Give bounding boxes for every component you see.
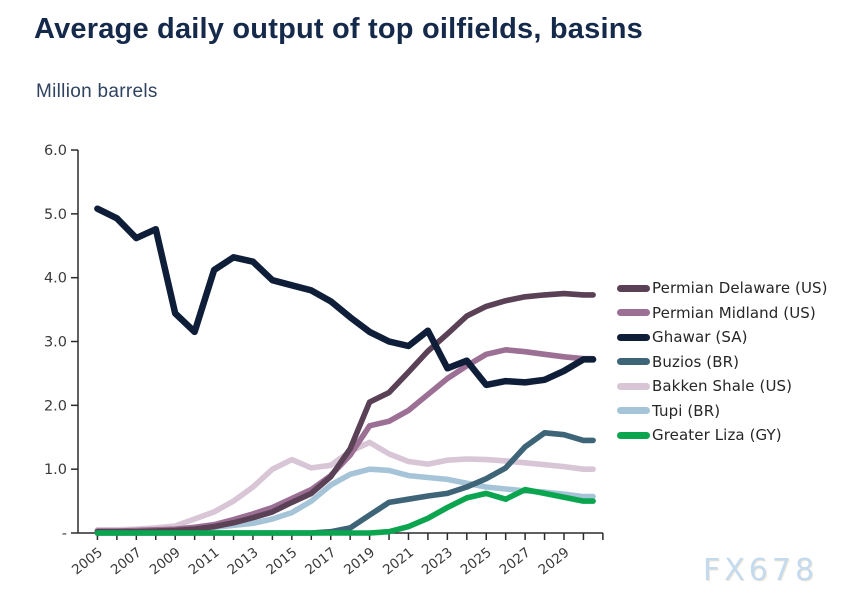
y-tick-label: - <box>62 526 67 542</box>
legend-item: Bakken Shale (US) <box>617 374 828 399</box>
series-line-greater-liza-gy <box>94 486 596 536</box>
chart-legend: Permian Delaware (US) Permian Midland (US… <box>617 276 828 448</box>
x-tick-label: 2011 <box>186 545 223 579</box>
x-tick-label: 2021 <box>380 545 417 579</box>
legend-label: Bakken Shale (US) <box>652 377 793 396</box>
legend-item: Permian Delaware (US) <box>617 276 828 301</box>
x-tick-label: 2017 <box>302 545 339 579</box>
series-line-permian-delaware-us <box>94 290 596 535</box>
y-tick-label: 1.0 <box>44 462 67 478</box>
y-tick-label: 3.0 <box>44 335 67 351</box>
legend-swatch <box>617 407 650 415</box>
legend-label: Greater Liza (GY) <box>652 426 782 445</box>
series-line-tupi-br <box>94 466 596 535</box>
legend-swatch <box>617 284 650 292</box>
legend-swatch <box>617 358 650 366</box>
legend-label: Tupi (BR) <box>652 401 721 420</box>
legend-label: Buzios (BR) <box>652 352 740 371</box>
legend-item: Tupi (BR) <box>617 399 828 424</box>
x-tick-label: 2015 <box>263 545 300 579</box>
legend-swatch <box>617 309 650 317</box>
x-tick-label: 2007 <box>108 545 145 579</box>
legend-item: Ghawar (SA) <box>617 325 828 350</box>
legend-label: Permian Delaware (US) <box>652 279 828 298</box>
legend-label: Permian Midland (US) <box>652 303 816 322</box>
x-tick-label: 2029 <box>536 545 573 579</box>
watermark: FX678 <box>703 553 819 588</box>
legend-item: Greater Liza (GY) <box>617 423 828 448</box>
x-tick-label: 2013 <box>224 545 261 579</box>
chart-units-subtitle: Million barrels <box>36 81 158 102</box>
legend-swatch <box>617 382 650 390</box>
legend-swatch <box>617 431 650 439</box>
legend-swatch <box>617 333 650 341</box>
x-tick-label: 2009 <box>147 545 184 579</box>
legend-label: Ghawar (SA) <box>652 328 748 347</box>
x-tick-label: 2019 <box>341 545 378 579</box>
series-line-permian-midland-us <box>94 347 596 534</box>
page-title: Average daily output of top oilfields, b… <box>34 13 643 45</box>
x-tick-label: 2027 <box>497 545 534 579</box>
series-line-buzios-br <box>94 430 596 536</box>
x-tick-label: 2005 <box>69 545 106 579</box>
y-tick-label: 2.0 <box>44 398 67 414</box>
y-tick-label: 5.0 <box>44 207 67 223</box>
legend-item: Buzios (BR) <box>617 350 828 375</box>
y-tick-label: 6.0 <box>44 143 67 159</box>
series-line-ghawar-sa <box>94 205 597 389</box>
y-tick-label: 4.0 <box>44 271 67 287</box>
x-tick-label: 2023 <box>419 545 456 579</box>
x-tick-label: 2025 <box>458 545 495 579</box>
legend-item: Permian Midland (US) <box>617 301 828 326</box>
